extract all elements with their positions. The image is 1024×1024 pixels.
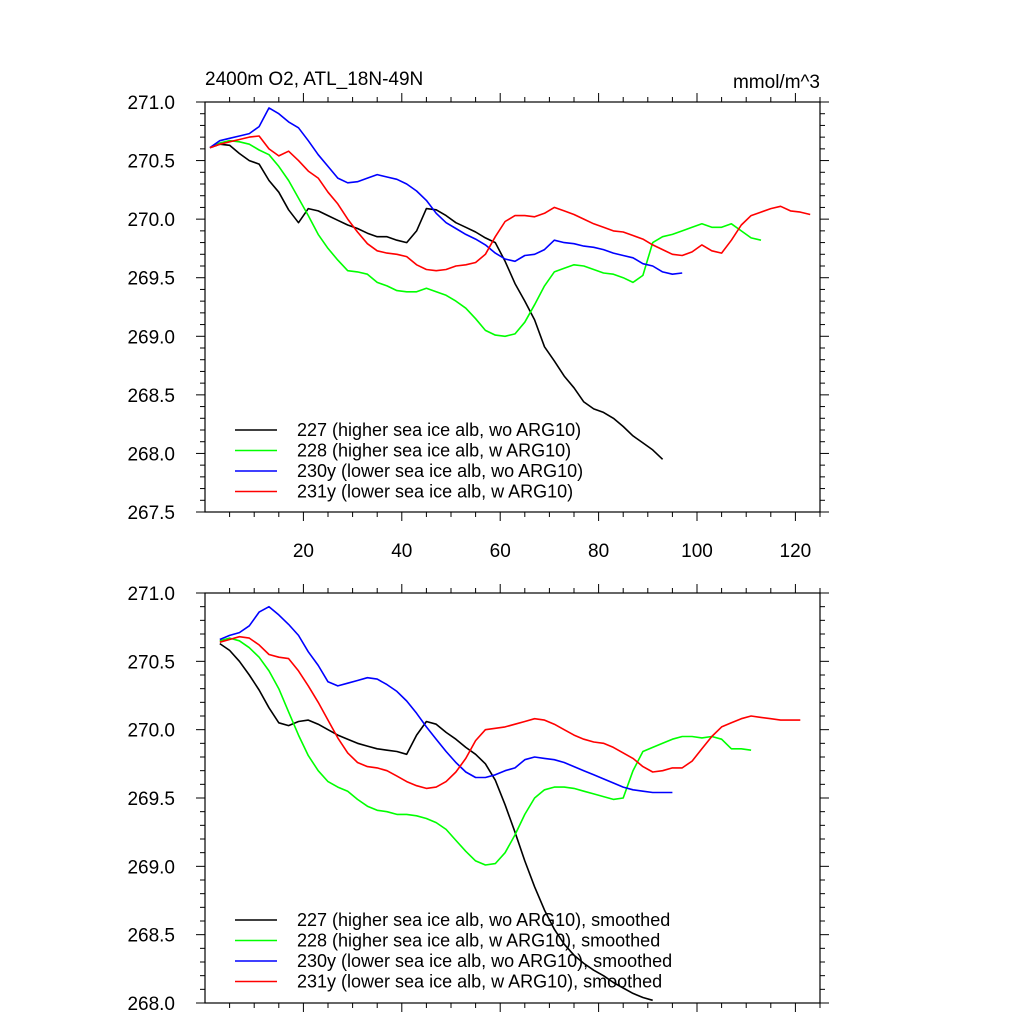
legend-label: 231y (lower sea ice alb, w ARG10): [297, 482, 573, 502]
series-line-top-2: [209, 107, 683, 275]
y-tick-label: 270.0: [127, 721, 175, 742]
legend-label: 228 (higher sea ice alb, w ARG10): [297, 441, 571, 461]
legend-label: 227 (higher sea ice alb, wo ARG10), smoo…: [297, 910, 670, 930]
y-tick-label: 268.0: [127, 444, 175, 465]
legend-label: 227 (higher sea ice alb, wo ARG10): [297, 420, 581, 440]
series-line-bottom-0: [219, 642, 653, 1002]
x-tick-label: 100: [681, 541, 713, 562]
x-tick-label: 40: [391, 541, 412, 562]
legend-label: 231y (lower sea ice alb, w ARG10), smoot…: [297, 972, 662, 992]
x-tick-label: 60: [490, 541, 511, 562]
y-tick-label: 269.0: [127, 327, 175, 348]
x-tick-label: 120: [780, 541, 812, 562]
series-line-bottom-3: [219, 635, 801, 790]
series-line-top-3: [209, 135, 811, 272]
series-group: [209, 107, 811, 460]
units-label: mmol/m^3: [733, 72, 820, 93]
top-panel: 2400m O2, ATL_18N-49N mmol/m^3 267.5 268.0 2…: [127, 69, 829, 562]
x-tick-label: 80: [588, 541, 609, 562]
y-tick-label: 269.5: [127, 789, 175, 810]
y-tick-label: 268.5: [127, 926, 175, 947]
y-tick-label: 269.5: [127, 269, 175, 290]
y-tick-label: 268.0: [127, 994, 175, 1015]
series-line-top-0: [209, 143, 664, 460]
x-tick-label: 20: [293, 541, 314, 562]
y-tick-label: 271.0: [127, 584, 175, 605]
y-tick-label: 267.5: [127, 503, 175, 524]
plot-frame: [204, 101, 821, 513]
y-tick-label: 269.0: [127, 857, 175, 878]
legend-label: 228 (higher sea ice alb, w ARG10), smoot…: [297, 931, 660, 951]
series-group: [219, 605, 801, 1002]
series-line-top-1: [209, 139, 762, 338]
y-tick-label: 268.5: [127, 386, 175, 407]
y-tick-label: 270.0: [127, 210, 175, 231]
bottom-panel: 268.0 268.5 269.0 269.5 270.0 270.5 271.0 227 (…: [127, 584, 829, 1015]
legend-label: 230y (lower sea ice alb, wo ARG10): [297, 461, 583, 481]
y-tick-label: 270.5: [127, 152, 175, 173]
series-line-bottom-1: [219, 637, 752, 866]
chart-title: 2400m O2, ATL_18N-49N: [205, 69, 423, 90]
series-line-bottom-2: [219, 605, 673, 794]
legend-label: 230y (lower sea ice alb, wo ARG10), smoo…: [297, 951, 672, 971]
y-tick-label: 271.0: [127, 93, 175, 114]
y-tick-label: 270.5: [127, 652, 175, 673]
